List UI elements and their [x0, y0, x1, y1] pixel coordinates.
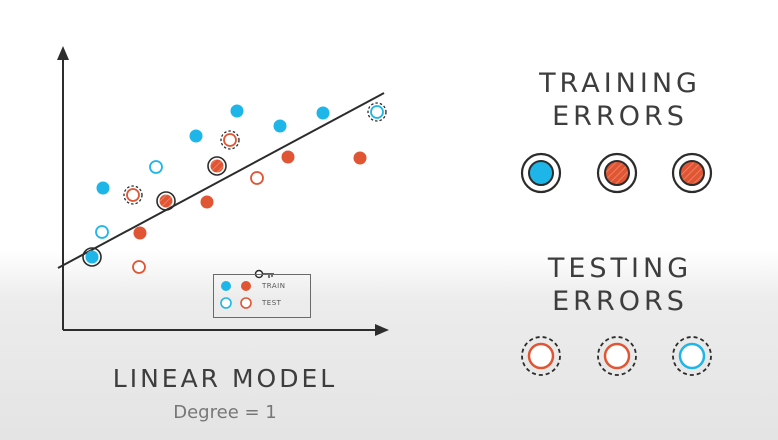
y-axis-arrow-icon	[57, 46, 69, 60]
test-point-red-misfit	[126, 188, 140, 202]
misfit-ring	[207, 156, 227, 176]
testing-errors-icons	[521, 336, 712, 376]
train-point-blue	[316, 106, 330, 120]
legend-test-red	[240, 297, 252, 309]
train-point-red-misfit	[210, 159, 224, 173]
training-heading-line1: TRAINING	[539, 68, 701, 99]
misfit-dashed-ring	[367, 102, 387, 122]
training-errors-icons	[520, 152, 713, 194]
train-point-blue-misfit	[85, 250, 99, 264]
train-point-blue	[230, 104, 244, 118]
legend-train-red	[241, 281, 251, 291]
testing-error-blue-icon	[672, 336, 712, 376]
axes	[57, 46, 389, 336]
testing-error-blue-ring	[678, 342, 706, 370]
model-degree: Degree = 1	[173, 402, 277, 423]
testing-heading-line2: ERRORS	[552, 286, 688, 317]
test-point-blue	[149, 160, 163, 174]
testing-error-red-icon	[521, 336, 561, 376]
model-title: LINEAR MODEL	[112, 364, 338, 393]
testing-errors-heading: TESTING ERRORS	[500, 252, 740, 318]
train-point-red	[200, 195, 214, 209]
training-error-red-fill	[604, 160, 630, 186]
test-point-blue-misfit	[370, 105, 384, 119]
train-point-blue	[96, 181, 110, 195]
testing-heading-line1: TESTING	[547, 253, 693, 284]
misfit-dashed-ring	[123, 185, 143, 205]
misfit-ring	[82, 247, 102, 267]
legend-test-blue	[220, 297, 232, 309]
training-points	[82, 104, 367, 267]
train-point-red	[281, 150, 295, 164]
train-point-blue	[189, 129, 203, 143]
training-heading-line2: ERRORS	[552, 101, 688, 132]
training-error-red-fill	[679, 160, 705, 186]
test-point-red	[132, 260, 146, 274]
train-point-blue	[273, 119, 287, 133]
testing-error-red-icon	[597, 336, 637, 376]
misfit-dashed-ring	[220, 130, 240, 150]
train-point-red	[133, 226, 147, 240]
legend-train-label: TRAIN	[262, 282, 286, 290]
train-point-red-misfit	[159, 194, 173, 208]
x-axis-arrow-icon	[375, 324, 389, 336]
legend-train-blue	[221, 281, 231, 291]
legend-box	[213, 274, 311, 318]
misfit-ring	[156, 191, 176, 211]
testing-points	[95, 102, 387, 274]
testing-error-red-ring	[527, 342, 555, 370]
testing-error-red-ring	[603, 342, 631, 370]
test-point-red	[250, 171, 264, 185]
training-errors-heading: TRAINING ERRORS	[500, 67, 740, 133]
legend	[220, 269, 274, 309]
test-point-red-misfit	[223, 133, 237, 147]
train-point-red	[353, 151, 367, 165]
test-point-blue	[95, 225, 109, 239]
fitted-line	[57, 92, 385, 269]
legend-test-label: TEST	[262, 299, 282, 307]
training-error-blue-fill	[528, 160, 554, 186]
